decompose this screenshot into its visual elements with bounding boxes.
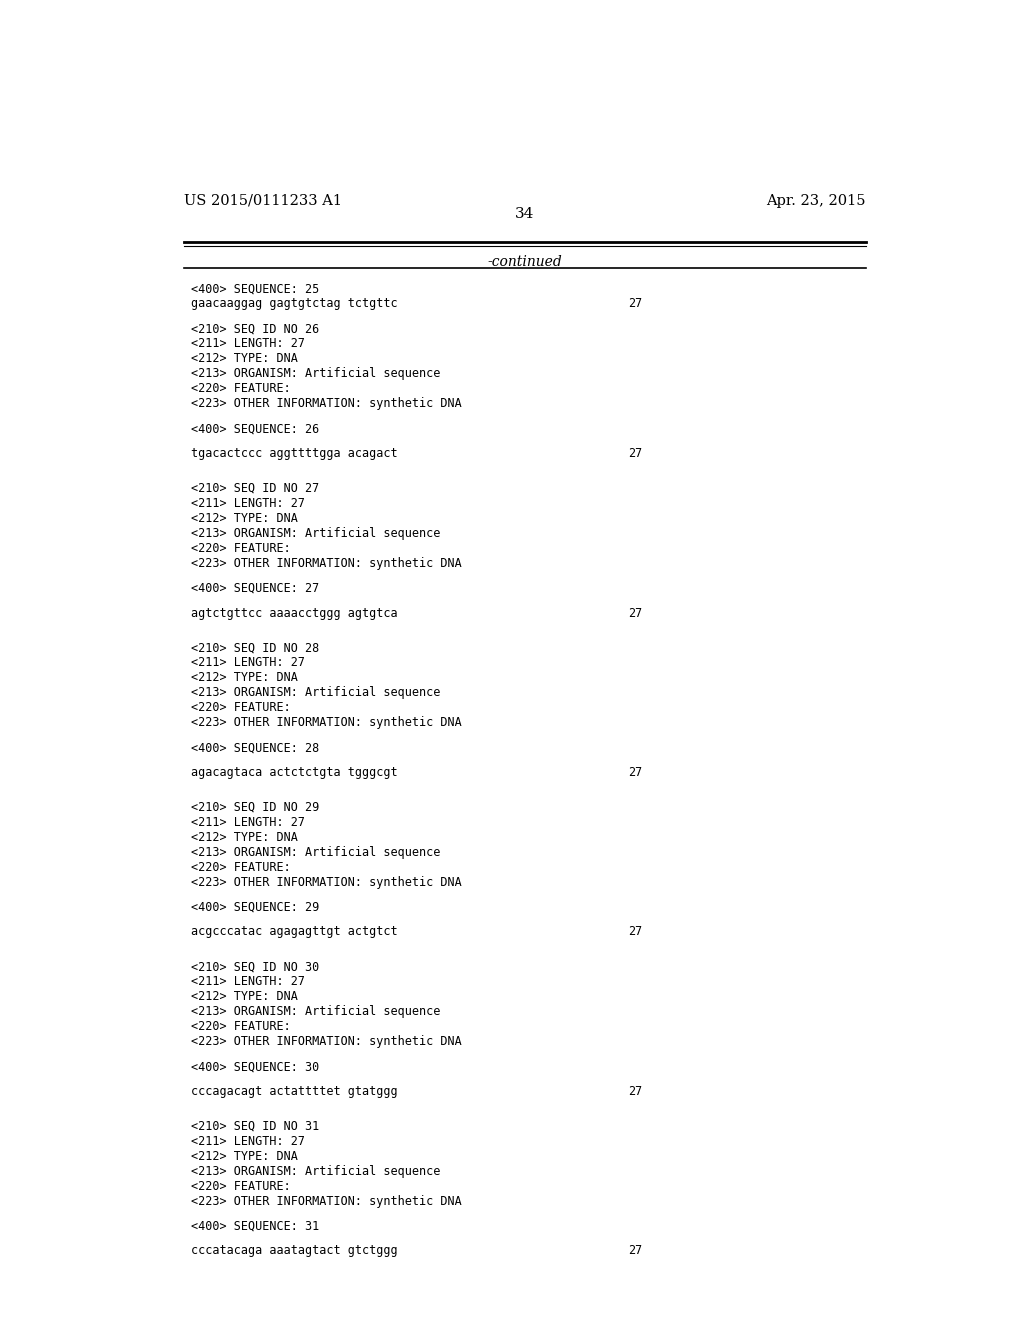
Text: <210> SEQ ID NO 26: <210> SEQ ID NO 26	[191, 322, 319, 335]
Text: <212> TYPE: DNA: <212> TYPE: DNA	[191, 672, 298, 684]
Text: <400> SEQUENCE: 29: <400> SEQUENCE: 29	[191, 900, 319, 913]
Text: <211> LENGTH: 27: <211> LENGTH: 27	[191, 1135, 305, 1147]
Text: <210> SEQ ID NO 30: <210> SEQ ID NO 30	[191, 960, 319, 973]
Text: <213> ORGANISM: Artificial sequence: <213> ORGANISM: Artificial sequence	[191, 1164, 441, 1177]
Text: 27: 27	[628, 1085, 642, 1098]
Text: <220> FEATURE:: <220> FEATURE:	[191, 701, 291, 714]
Text: <212> TYPE: DNA: <212> TYPE: DNA	[191, 352, 298, 366]
Text: US 2015/0111233 A1: US 2015/0111233 A1	[183, 194, 342, 209]
Text: <210> SEQ ID NO 29: <210> SEQ ID NO 29	[191, 801, 319, 813]
Text: 27: 27	[628, 607, 642, 619]
Text: <212> TYPE: DNA: <212> TYPE: DNA	[191, 512, 298, 525]
Text: <400> SEQUENCE: 27: <400> SEQUENCE: 27	[191, 582, 319, 595]
Text: <223> OTHER INFORMATION: synthetic DNA: <223> OTHER INFORMATION: synthetic DNA	[191, 397, 462, 411]
Text: <213> ORGANISM: Artificial sequence: <213> ORGANISM: Artificial sequence	[191, 1006, 441, 1018]
Text: Apr. 23, 2015: Apr. 23, 2015	[767, 194, 866, 209]
Text: <220> FEATURE:: <220> FEATURE:	[191, 543, 291, 554]
Text: <400> SEQUENCE: 31: <400> SEQUENCE: 31	[191, 1220, 319, 1233]
Text: gaacaaggag gagtgtctag tctgttc: gaacaaggag gagtgtctag tctgttc	[191, 297, 398, 310]
Text: <211> LENGTH: 27: <211> LENGTH: 27	[191, 338, 305, 350]
Text: <210> SEQ ID NO 27: <210> SEQ ID NO 27	[191, 482, 319, 495]
Text: cccatacaga aaatagtact gtctggg: cccatacaga aaatagtact gtctggg	[191, 1245, 398, 1258]
Text: 27: 27	[628, 1245, 642, 1258]
Text: tgacactccc aggttttgga acagact: tgacactccc aggttttgga acagact	[191, 447, 398, 461]
Text: cccagacagt actattttet gtatggg: cccagacagt actattttet gtatggg	[191, 1085, 398, 1098]
Text: <211> LENGTH: 27: <211> LENGTH: 27	[191, 816, 305, 829]
Text: <220> FEATURE:: <220> FEATURE:	[191, 1020, 291, 1034]
Text: <211> LENGTH: 27: <211> LENGTH: 27	[191, 975, 305, 989]
Text: <213> ORGANISM: Artificial sequence: <213> ORGANISM: Artificial sequence	[191, 686, 441, 700]
Text: <212> TYPE: DNA: <212> TYPE: DNA	[191, 990, 298, 1003]
Text: <211> LENGTH: 27: <211> LENGTH: 27	[191, 656, 305, 669]
Text: <400> SEQUENCE: 28: <400> SEQUENCE: 28	[191, 742, 319, 754]
Text: <400> SEQUENCE: 30: <400> SEQUENCE: 30	[191, 1060, 319, 1073]
Text: <212> TYPE: DNA: <212> TYPE: DNA	[191, 830, 298, 843]
Text: 27: 27	[628, 447, 642, 461]
Text: agacagtaca actctctgta tgggcgt: agacagtaca actctctgta tgggcgt	[191, 766, 398, 779]
Text: 27: 27	[628, 925, 642, 939]
Text: <223> OTHER INFORMATION: synthetic DNA: <223> OTHER INFORMATION: synthetic DNA	[191, 1035, 462, 1048]
Text: <211> LENGTH: 27: <211> LENGTH: 27	[191, 496, 305, 510]
Text: <210> SEQ ID NO 31: <210> SEQ ID NO 31	[191, 1119, 319, 1133]
Text: <212> TYPE: DNA: <212> TYPE: DNA	[191, 1150, 298, 1163]
Text: -continued: -continued	[487, 255, 562, 269]
Text: 27: 27	[628, 766, 642, 779]
Text: <220> FEATURE:: <220> FEATURE:	[191, 861, 291, 874]
Text: <223> OTHER INFORMATION: synthetic DNA: <223> OTHER INFORMATION: synthetic DNA	[191, 876, 462, 888]
Text: 27: 27	[628, 297, 642, 310]
Text: <220> FEATURE:: <220> FEATURE:	[191, 1180, 291, 1193]
Text: <223> OTHER INFORMATION: synthetic DNA: <223> OTHER INFORMATION: synthetic DNA	[191, 717, 462, 730]
Text: 34: 34	[515, 207, 535, 222]
Text: <213> ORGANISM: Artificial sequence: <213> ORGANISM: Artificial sequence	[191, 527, 441, 540]
Text: <400> SEQUENCE: 26: <400> SEQUENCE: 26	[191, 422, 319, 436]
Text: <223> OTHER INFORMATION: synthetic DNA: <223> OTHER INFORMATION: synthetic DNA	[191, 1195, 462, 1208]
Text: agtctgttcc aaaacctggg agtgtca: agtctgttcc aaaacctggg agtgtca	[191, 607, 398, 619]
Text: <210> SEQ ID NO 28: <210> SEQ ID NO 28	[191, 642, 319, 655]
Text: <400> SEQUENCE: 25: <400> SEQUENCE: 25	[191, 282, 319, 296]
Text: <223> OTHER INFORMATION: synthetic DNA: <223> OTHER INFORMATION: synthetic DNA	[191, 557, 462, 570]
Text: <220> FEATURE:: <220> FEATURE:	[191, 383, 291, 396]
Text: <213> ORGANISM: Artificial sequence: <213> ORGANISM: Artificial sequence	[191, 846, 441, 859]
Text: <213> ORGANISM: Artificial sequence: <213> ORGANISM: Artificial sequence	[191, 367, 441, 380]
Text: acgcccatac agagagttgt actgtct: acgcccatac agagagttgt actgtct	[191, 925, 398, 939]
